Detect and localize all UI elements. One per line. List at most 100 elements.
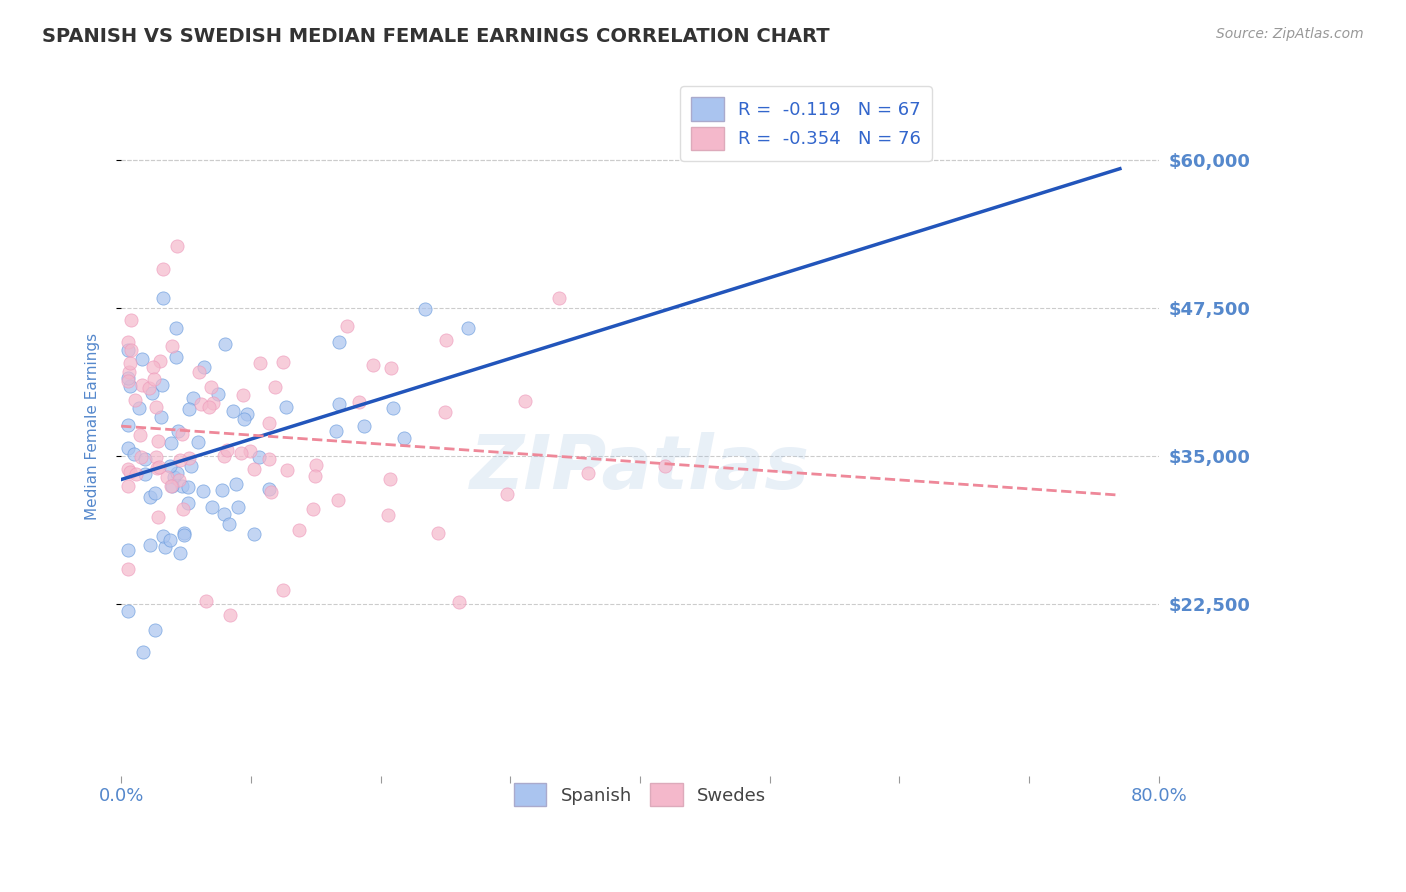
Point: [152, 377, 174, 392]
Point: [305, 458, 328, 473]
Point: [166, 466, 188, 480]
Point: [173, 526, 195, 541]
Point: [218, 516, 240, 531]
Point: [513, 393, 536, 408]
Point: [170, 426, 193, 441]
Point: [160, 479, 183, 493]
Point: [276, 463, 298, 477]
Point: [380, 361, 402, 376]
Point: [129, 428, 152, 442]
Point: [353, 418, 375, 433]
Point: [117, 343, 139, 358]
Point: [160, 436, 183, 450]
Point: [191, 483, 214, 498]
Point: [377, 508, 399, 522]
Point: [243, 462, 266, 476]
Point: [134, 451, 156, 466]
Point: [363, 358, 385, 372]
Point: [169, 546, 191, 560]
Legend: Spanish, Swedes: Spanish, Swedes: [505, 774, 775, 815]
Point: [392, 431, 415, 445]
Point: [159, 459, 181, 474]
Point: [118, 379, 141, 393]
Point: [145, 400, 167, 414]
Point: [239, 444, 262, 458]
Point: [415, 301, 437, 316]
Point: [304, 468, 326, 483]
Point: [654, 459, 676, 474]
Point: [328, 334, 350, 349]
Point: [156, 470, 179, 484]
Point: [177, 451, 200, 466]
Point: [232, 412, 254, 426]
Point: [117, 334, 139, 349]
Point: [177, 481, 200, 495]
Point: [249, 356, 271, 370]
Point: [288, 523, 311, 537]
Text: ZIPatlas: ZIPatlas: [470, 432, 810, 505]
Point: [117, 417, 139, 432]
Point: [143, 623, 166, 637]
Point: [148, 353, 170, 368]
Point: [232, 387, 254, 401]
Point: [166, 238, 188, 252]
Point: [271, 354, 294, 368]
Point: [138, 381, 160, 395]
Point: [193, 360, 215, 375]
Point: [143, 485, 166, 500]
Point: [146, 509, 169, 524]
Point: [347, 394, 370, 409]
Point: [177, 402, 200, 417]
Point: [167, 473, 190, 487]
Point: [427, 526, 450, 541]
Point: [118, 356, 141, 370]
Point: [146, 460, 169, 475]
Point: [152, 529, 174, 543]
Point: [173, 528, 195, 542]
Point: [120, 343, 142, 357]
Point: [188, 365, 211, 379]
Point: [149, 409, 172, 424]
Point: [134, 467, 156, 481]
Point: [117, 441, 139, 455]
Point: [152, 291, 174, 305]
Point: [187, 435, 209, 450]
Point: [131, 352, 153, 367]
Point: [219, 607, 242, 622]
Point: [271, 583, 294, 598]
Point: [145, 450, 167, 464]
Point: [160, 479, 183, 493]
Point: [139, 490, 162, 504]
Point: [180, 459, 202, 474]
Point: [146, 434, 169, 449]
Point: [576, 466, 599, 480]
Point: [159, 533, 181, 547]
Point: [236, 407, 259, 421]
Text: SPANISH VS SWEDISH MEDIAN FEMALE EARNINGS CORRELATION CHART: SPANISH VS SWEDISH MEDIAN FEMALE EARNING…: [42, 27, 830, 45]
Point: [152, 262, 174, 277]
Y-axis label: Median Female Earnings: Median Female Earnings: [86, 333, 100, 520]
Point: [118, 365, 141, 379]
Point: [120, 312, 142, 326]
Point: [436, 333, 458, 347]
Point: [328, 493, 350, 508]
Point: [225, 477, 247, 491]
Point: [264, 380, 287, 394]
Point: [190, 396, 212, 410]
Point: [117, 562, 139, 576]
Point: [215, 443, 238, 458]
Point: [302, 501, 325, 516]
Point: [162, 469, 184, 483]
Point: [207, 387, 229, 401]
Point: [177, 496, 200, 510]
Point: [142, 360, 165, 375]
Point: [132, 645, 155, 659]
Point: [226, 500, 249, 515]
Point: [194, 593, 217, 607]
Point: [247, 450, 270, 464]
Point: [328, 397, 350, 411]
Point: [378, 472, 401, 486]
Point: [222, 404, 245, 418]
Point: [120, 465, 142, 479]
Point: [165, 351, 187, 365]
